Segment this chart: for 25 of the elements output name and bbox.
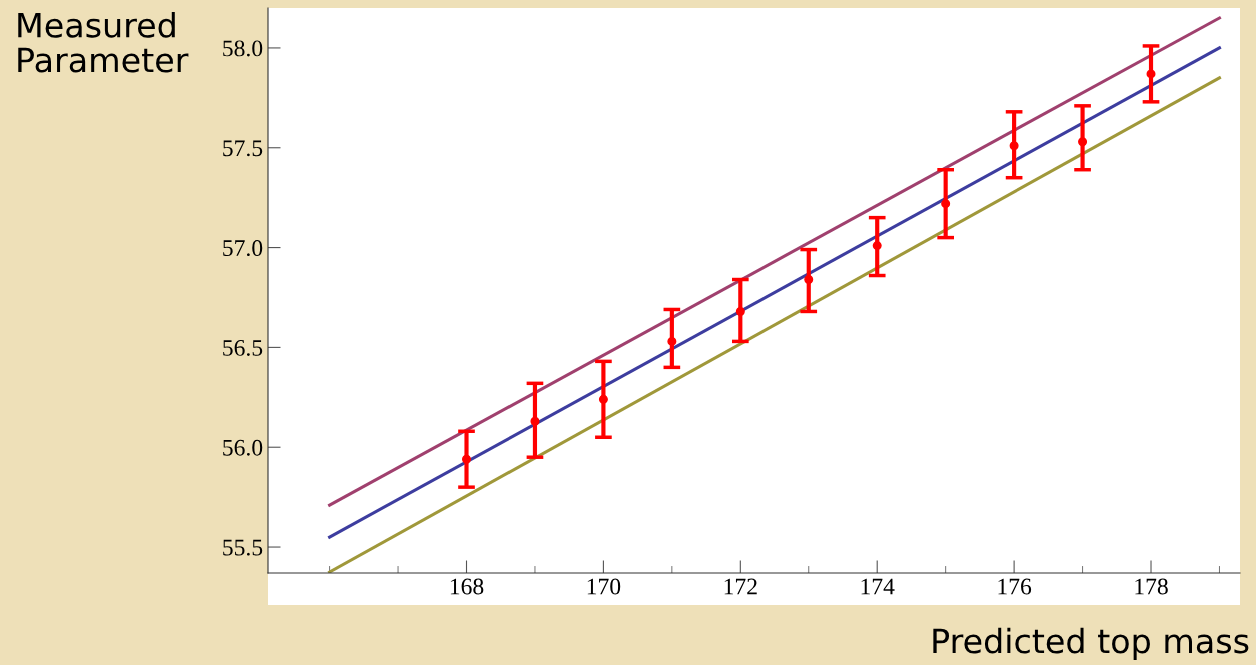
x-axis-title: Predicted top mass xyxy=(933,627,1249,660)
point xyxy=(735,306,745,316)
y-tick-label: 58.0 xyxy=(223,40,263,57)
x-tick-label: 178 xyxy=(1135,578,1168,595)
y-tick-label: 56.5 xyxy=(223,339,263,356)
y-tick-label: 57.5 xyxy=(223,140,263,157)
point xyxy=(872,241,882,251)
x-tick-label: 170 xyxy=(587,578,621,595)
x-tick-label: 174 xyxy=(861,578,895,595)
y-tick-label: 57.0 xyxy=(223,240,263,257)
y-tick-label: 55.5 xyxy=(223,539,263,556)
point xyxy=(804,275,814,285)
point xyxy=(598,394,608,404)
point xyxy=(941,199,951,209)
point xyxy=(1009,141,1019,151)
x-tick-label: 172 xyxy=(724,578,757,595)
point xyxy=(667,336,677,346)
point xyxy=(462,454,472,464)
y-axis-title: Measured Parameter xyxy=(18,12,189,73)
x-tick-label: 176 xyxy=(998,578,1032,595)
point xyxy=(530,416,540,426)
y-tick-label: 56.0 xyxy=(223,439,263,456)
x-tick-label: 168 xyxy=(450,578,484,595)
point xyxy=(1146,69,1156,79)
point xyxy=(1078,137,1088,147)
